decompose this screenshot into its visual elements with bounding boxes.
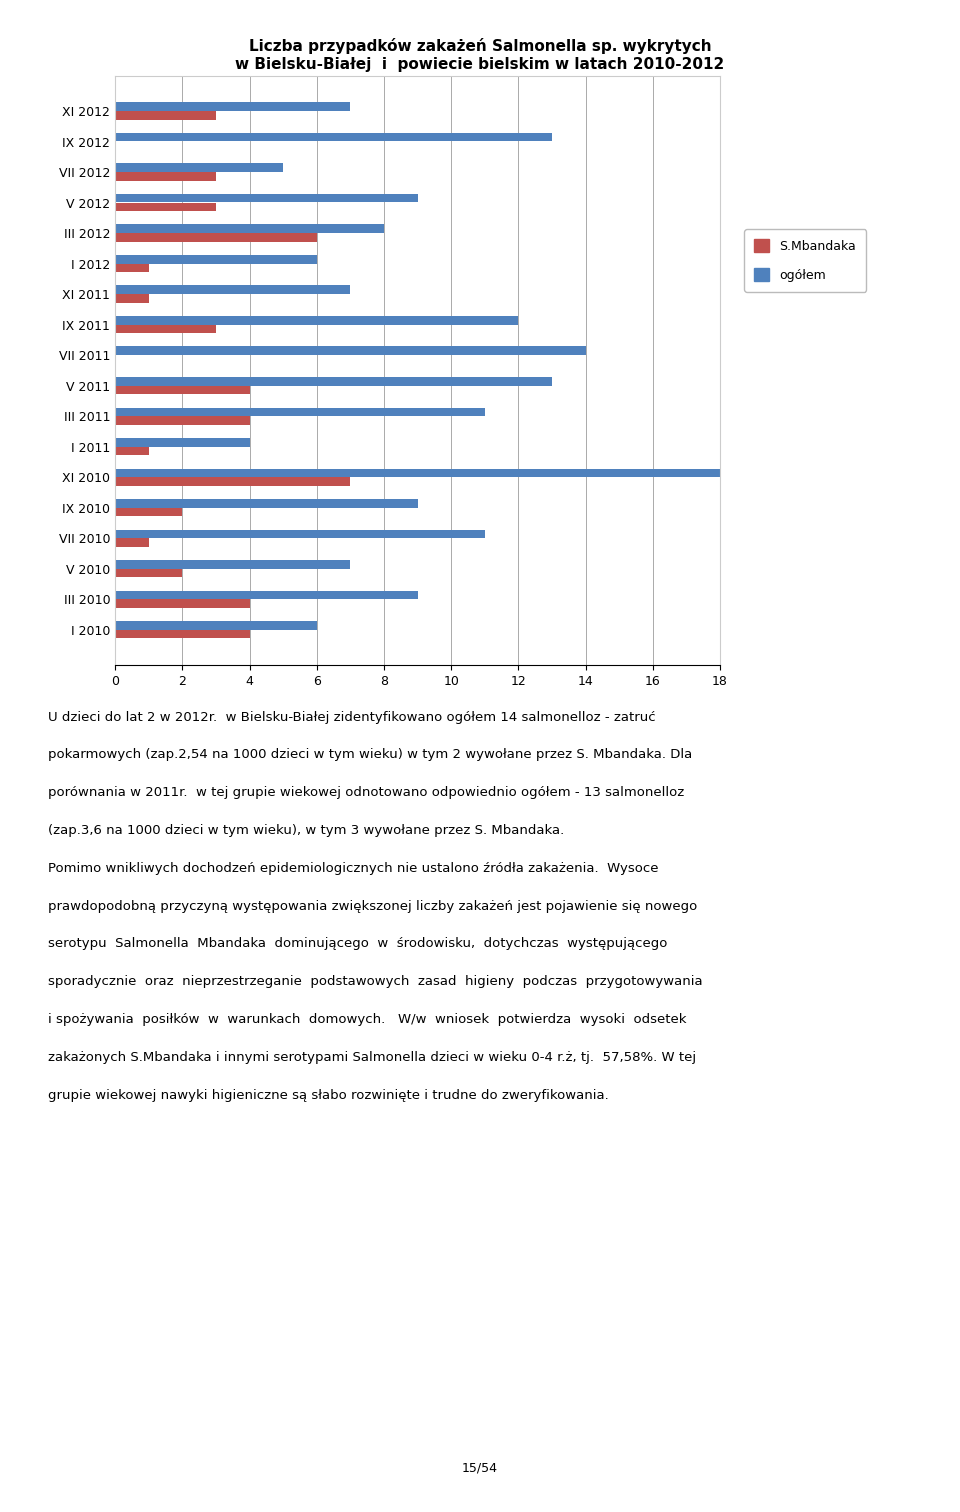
Bar: [115, 203, 216, 212]
Text: prawdopodobną przyczyną występowania zwiększonej liczby zakażeń jest pojawienie : prawdopodobną przyczyną występowania zwi…: [48, 900, 697, 913]
Text: U dzieci do lat 2 w 2012r.  w Bielsku-Białej zidentyfikowano ogółem 14 salmonell: U dzieci do lat 2 w 2012r. w Bielsku-Bia…: [48, 711, 656, 724]
Bar: [115, 133, 552, 142]
Text: sporadycznie  oraz  nieprzestrzeganie  podstawowych  zasad  higieny  podczas  pr: sporadycznie oraz nieprzestrzeganie pods…: [48, 975, 703, 989]
Text: grupie wiekowej nawyki higieniczne są słabo rozwinięte i trudne do zweryfikowani: grupie wiekowej nawyki higieniczne są sł…: [48, 1089, 609, 1102]
Bar: [115, 346, 586, 355]
Bar: [115, 172, 216, 181]
Text: pokarmowych (zap.2,54 na 1000 dzieci w tym wieku) w tym 2 wywołane przez S. Mban: pokarmowych (zap.2,54 na 1000 dzieci w t…: [48, 748, 692, 762]
Text: w Bielsku-Białej  i  powiecie bielskim w latach 2010-2012: w Bielsku-Białej i powiecie bielskim w l…: [235, 57, 725, 73]
Bar: [115, 103, 350, 110]
Text: porównania w 2011r.  w tej grupie wiekowej odnotowano odpowiednio ogółem - 13 sa: porównania w 2011r. w tej grupie wiekowe…: [48, 786, 684, 800]
Bar: [115, 224, 384, 233]
Bar: [115, 478, 350, 485]
Text: i spożywania  posiłków  w  warunkach  domowych.   W/w  wniosek  potwierdza  wyso: i spożywania posiłków w warunkach domowy…: [48, 1013, 686, 1027]
Legend: S.Mbandaka, ogółem: S.Mbandaka, ogółem: [744, 230, 866, 292]
Bar: [115, 295, 149, 302]
Bar: [115, 631, 250, 638]
Text: zakażonych S.Mbandaka i innymi serotypami Salmonella dzieci w wieku 0-4 r.ż, tj.: zakażonych S.Mbandaka i innymi serotypam…: [48, 1051, 696, 1064]
Bar: [115, 621, 317, 629]
Bar: [115, 416, 250, 425]
Bar: [115, 286, 350, 293]
Bar: [115, 376, 552, 386]
Text: (zap.3,6 na 1000 dzieci w tym wieku), w tym 3 wywołane przez S. Mbandaka.: (zap.3,6 na 1000 dzieci w tym wieku), w …: [48, 824, 564, 838]
Bar: [115, 408, 485, 416]
Bar: [115, 538, 149, 547]
Bar: [115, 263, 149, 272]
Text: Pomimo wnikliwych dochodzeń epidemiologicznych nie ustalono źródła zakażenia.  W: Pomimo wnikliwych dochodzeń epidemiologi…: [48, 862, 659, 875]
Bar: [115, 591, 418, 599]
Bar: [115, 469, 720, 478]
Bar: [115, 316, 518, 325]
Bar: [115, 325, 216, 333]
Text: Liczba przypadków zakażeń Salmonella sp. wykrytych: Liczba przypadków zakażeń Salmonella sp.…: [249, 38, 711, 54]
Bar: [115, 194, 418, 203]
Text: serotypu  Salmonella  Mbandaka  dominującego  w  środowisku,  dotychczas  występ: serotypu Salmonella Mbandaka dominująceg…: [48, 937, 667, 951]
Bar: [115, 386, 250, 395]
Bar: [115, 599, 250, 608]
Bar: [115, 256, 317, 263]
Bar: [115, 163, 283, 172]
Bar: [115, 569, 182, 578]
Bar: [115, 448, 149, 455]
Bar: [115, 499, 418, 508]
Bar: [115, 529, 485, 538]
Bar: [115, 559, 350, 569]
Text: 15/54: 15/54: [462, 1461, 498, 1474]
Bar: [115, 233, 317, 242]
Bar: [115, 112, 216, 119]
Bar: [115, 508, 182, 517]
Bar: [115, 438, 250, 446]
